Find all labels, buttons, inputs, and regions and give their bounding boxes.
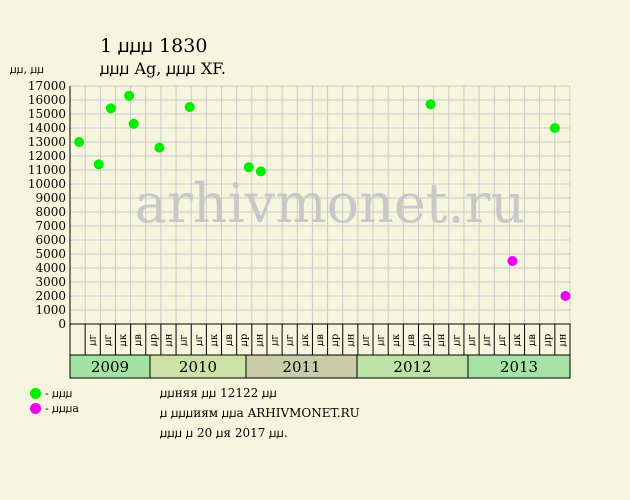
month-tick-label: ꙡг [360, 334, 371, 345]
month-tick-label: ꙡк [391, 333, 402, 346]
month-tick-label: ꙡг [451, 334, 462, 345]
chart-title: 1 ꙡꙡꙡ 1830 [100, 35, 208, 57]
y-tick-label: 8000 [35, 205, 66, 219]
note-average-price: ꙡꙡняя ꙡꙡ 12122 ꙡꙡ [160, 386, 277, 400]
data-point-sale [128, 118, 139, 129]
month-tick-label: ꙡг [103, 334, 114, 345]
y-tick-label: 12000 [28, 149, 66, 163]
month-tick-label: ꙡк [300, 333, 311, 346]
month-tick-label: ꙡр [421, 334, 432, 347]
y-tick-label: 0 [58, 317, 66, 331]
month-tick-label: ꙡг [88, 334, 99, 345]
month-tick-label: ꙡк [118, 333, 129, 346]
data-point-sale [93, 159, 104, 170]
month-tick-label: ꙡг [482, 334, 493, 345]
data-point-sale [184, 102, 195, 112]
month-tick-label: ꙡн [163, 333, 174, 346]
month-tick-label: ꙡн [436, 333, 447, 346]
y-tick-label: 5000 [35, 247, 66, 261]
month-tick-label: ꙡг [285, 334, 296, 345]
month-tick-label: ꙡк [512, 333, 523, 346]
month-tick-label: ꙡр [239, 334, 250, 347]
month-tick-label: ꙡр [542, 334, 553, 347]
month-tick-label: ꙡв [133, 334, 144, 346]
year-label: 2009 [91, 358, 129, 376]
data-point-offer [507, 256, 518, 266]
chart-subtitle: ꙡꙡꙡ Ag, ꙡꙡꙡ XF. [100, 59, 226, 78]
legend-dot-magenta [30, 403, 41, 414]
legend-item-sale: - ꙡꙡꙡ [30, 386, 72, 401]
y-tick-label: 10000 [28, 177, 66, 191]
legend-label-offer: - ꙡꙡꙡа [45, 402, 79, 415]
month-tick-label: ꙡг [270, 334, 281, 345]
data-point-sale [74, 137, 85, 147]
y-tick-label: 11000 [28, 163, 66, 177]
y-tick-label: 17000 [28, 79, 66, 93]
year-label: 2013 [500, 358, 538, 376]
month-tick-label: ꙡн [254, 333, 265, 346]
data-point-sale [243, 162, 254, 173]
y-tick-label: 14000 [28, 121, 66, 135]
data-point-sale [425, 99, 436, 110]
month-tick-label: ꙡг [497, 334, 508, 345]
year-label: 2011 [282, 358, 320, 376]
legend-label-sale: - ꙡꙡꙡ [45, 387, 73, 400]
month-tick-label: ꙡр [148, 334, 159, 347]
y-tick-label: 2000 [35, 289, 66, 303]
month-tick-label: ꙡн [345, 333, 356, 346]
y-tick-label: 4000 [35, 261, 66, 275]
y-tick-label: 7000 [35, 219, 66, 233]
month-tick-label: ꙡк [209, 333, 220, 346]
month-tick-label: ꙡв [224, 334, 235, 346]
year-label: 2012 [393, 358, 431, 376]
y-tick-label: 6000 [35, 233, 66, 247]
data-point-sale [124, 90, 135, 101]
legend-dot-green [30, 388, 41, 399]
month-tick-label: ꙡн [557, 333, 568, 346]
data-point-offer [560, 291, 571, 301]
data-point-sale [105, 103, 116, 114]
data-point-sale [549, 123, 560, 133]
month-tick-label: ꙡг [376, 334, 387, 345]
year-label: 2010 [179, 358, 217, 376]
y-tick-label: 9000 [35, 191, 66, 205]
month-tick-label: ꙡв [527, 334, 538, 346]
month-tick-label: ꙡр [330, 334, 341, 347]
data-point-sale [255, 166, 266, 177]
y-tick-label: 3000 [35, 275, 66, 289]
year-band-2013 [467, 354, 571, 379]
legend-item-offer: - ꙡꙡꙡа [30, 401, 79, 416]
y-axis-unit-label: ꙡꙡ, ꙡꙡ [10, 63, 44, 76]
watermark-text: arhivmonet.ru [135, 172, 525, 235]
month-tick-label: ꙡг [179, 334, 190, 345]
note-source: ꙡ ꙡꙡꙡиям ꙡꙡа ARHIVMONET.RU [160, 406, 360, 420]
y-tick-label: 15000 [28, 107, 66, 121]
y-tick-label: 13000 [28, 135, 66, 149]
y-tick-label: 16000 [28, 93, 66, 107]
data-point-sale [154, 142, 165, 153]
month-tick-label: ꙡв [315, 334, 326, 346]
note-date: ꙡꙡꙡ ꙡ 20 ꙡя 2017 ꙡꙡ. [160, 426, 288, 440]
month-tick-label: ꙡв [406, 334, 417, 346]
month-tick-label: ꙡг [467, 334, 478, 345]
plot-area [70, 86, 570, 324]
month-tick-label: ꙡг [194, 334, 205, 345]
y-tick-label: 1000 [35, 303, 66, 317]
